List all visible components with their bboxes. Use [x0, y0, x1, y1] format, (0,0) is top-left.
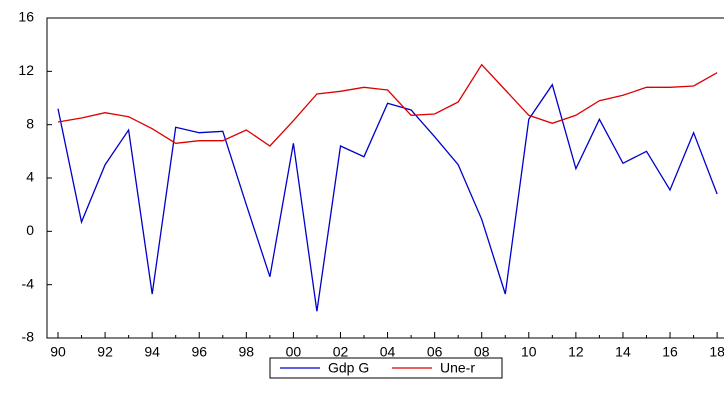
legend-label: Une-r — [440, 360, 475, 376]
y-tick-label: -8 — [22, 329, 35, 345]
x-tick-label: 14 — [615, 344, 631, 360]
legend-label: Gdp G — [328, 360, 369, 376]
x-tick-label: 96 — [191, 344, 207, 360]
x-tick-label: 16 — [662, 344, 678, 360]
series-line — [57, 83, 718, 312]
x-tick-label: 06 — [427, 344, 443, 360]
y-tick-label: 12 — [18, 62, 34, 78]
x-tick-label: 12 — [568, 344, 584, 360]
y-tick-label: 16 — [18, 9, 34, 25]
y-tick-label: -4 — [22, 275, 35, 291]
y-tick-label: 4 — [26, 169, 34, 185]
x-tick-label: 98 — [239, 344, 255, 360]
x-tick-label: 94 — [144, 344, 160, 360]
x-tick-label: 00 — [286, 344, 302, 360]
x-tick-label: 18 — [709, 344, 724, 360]
x-tick-label: 10 — [521, 344, 537, 360]
y-tick-label: 0 — [26, 222, 34, 238]
x-tick-label: 92 — [97, 344, 113, 360]
plot-frame — [46, 17, 724, 339]
x-tick-label: 04 — [380, 344, 396, 360]
x-tick-label: 08 — [474, 344, 490, 360]
series-line — [57, 63, 718, 147]
x-tick-label: 02 — [333, 344, 349, 360]
y-tick-label: 8 — [26, 115, 34, 131]
x-tick-label: 90 — [50, 344, 66, 360]
legend-box — [269, 357, 503, 379]
